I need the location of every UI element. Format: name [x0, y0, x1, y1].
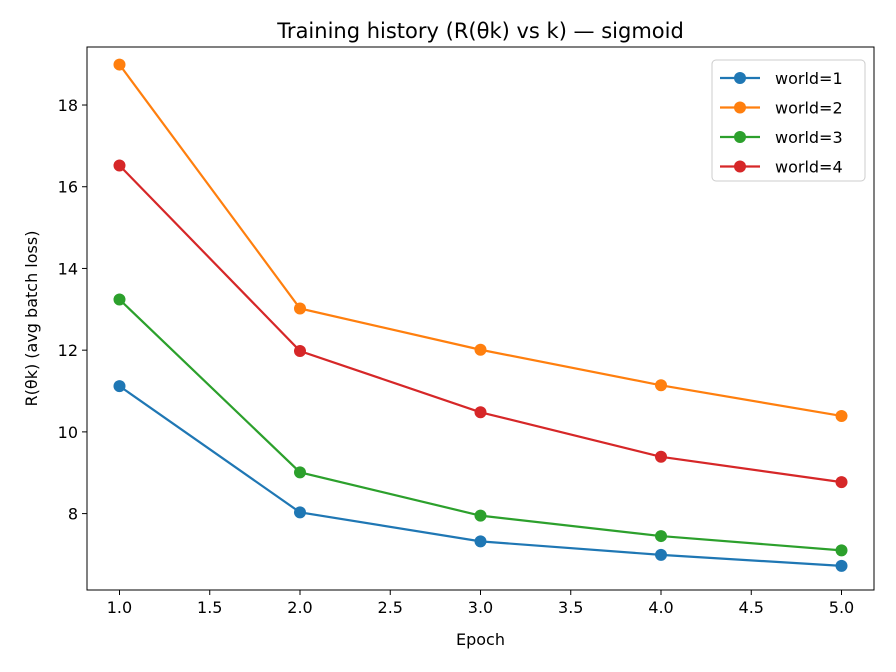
data-point: [835, 409, 848, 422]
series-world-3: [113, 293, 848, 557]
legend-marker: [734, 160, 746, 173]
series-world-4: [113, 159, 848, 489]
chart-title: Training history (R(θk) vs k) — sigmoid: [276, 19, 684, 43]
data-point: [655, 530, 668, 543]
axis-ticks: 1.0 1.5 2.0 2.5 3.0 3.5 4.0 4.5 5.0 8 10 12 14 16 18: [58, 96, 855, 617]
legend-marker: [734, 72, 746, 84]
data-point: [474, 406, 487, 419]
data-point: [655, 548, 668, 561]
data-point: [474, 509, 487, 522]
data-point: [835, 544, 848, 557]
y-tick-label: 8: [68, 505, 78, 524]
data-point: [474, 535, 487, 548]
y-tick-label: 14: [58, 259, 78, 278]
data-point: [835, 559, 848, 572]
data-point: [655, 450, 668, 463]
data-point: [113, 58, 126, 71]
x-tick-label: 4.0: [648, 598, 673, 617]
series-world-2: [113, 58, 848, 422]
data-point: [293, 466, 306, 479]
data-point: [293, 344, 306, 357]
legend-box: [711, 59, 866, 182]
data-point: [113, 380, 126, 393]
data-point: [113, 293, 126, 306]
legend-marker: [734, 131, 746, 143]
y-tick-label: 10: [58, 423, 78, 442]
y-tick-label: 18: [58, 96, 78, 115]
data-point: [474, 343, 487, 356]
legend-marker: [734, 101, 746, 114]
y-axis-label: R(θk) (avg batch loss): [22, 231, 41, 407]
data-point: [835, 476, 848, 489]
legend-label: world=3: [775, 128, 843, 147]
series-world-1: [113, 380, 848, 572]
y-tick-label: 12: [58, 341, 78, 360]
x-axis-label: Epoch: [456, 630, 505, 649]
data-point: [293, 302, 306, 315]
legend-label: world=2: [775, 99, 843, 118]
x-tick-label: 3.0: [468, 598, 493, 617]
legend-label: world=4: [775, 158, 843, 177]
x-tick-label: 2.0: [287, 598, 312, 617]
x-tick-label: 3.5: [558, 598, 583, 617]
x-tick-label: 1.0: [107, 598, 132, 617]
x-tick-label: 5.0: [829, 598, 854, 617]
x-tick-label: 4.5: [739, 598, 764, 617]
legend: world=1 world=2 world=3 world=4: [711, 59, 866, 182]
data-point: [655, 379, 668, 392]
data-point: [113, 159, 126, 172]
x-tick-label: 1.5: [197, 598, 222, 617]
x-tick-label: 2.5: [378, 598, 403, 617]
plot-frame: [86, 46, 875, 591]
data-point: [293, 506, 306, 519]
legend-label: world=1: [775, 69, 843, 88]
series-lines: [113, 58, 848, 572]
y-tick-label: 16: [58, 178, 78, 197]
